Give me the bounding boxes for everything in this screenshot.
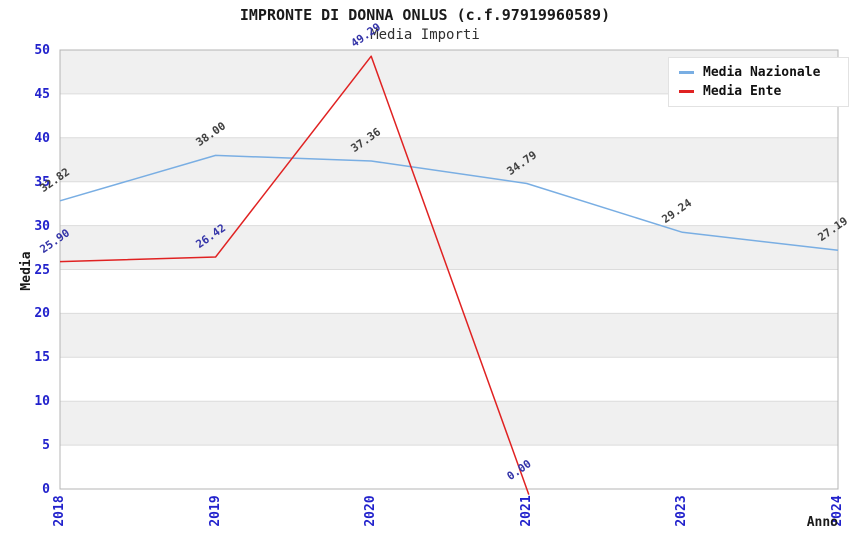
y-axis-title: Media [19, 251, 34, 291]
y-tick-label: 40 [34, 130, 50, 146]
legend-item-media-ente: Media Ente [679, 82, 844, 101]
y-tick-label: 50 [34, 43, 50, 58]
grid-band [60, 137, 838, 182]
y-tick-label: 5 [42, 438, 50, 454]
legend-label: Media Nazionale [703, 65, 821, 80]
x-tick-label: 2019 [207, 495, 223, 527]
y-tick-label: 35 [34, 174, 50, 190]
line-swatch-icon [679, 71, 694, 74]
y-tick-label: 20 [34, 306, 50, 322]
series-line-media-ente [59, 55, 530, 495]
legend-item-media-nazionale: Media Nazionale [679, 63, 844, 82]
x-tick-label: 2023 [674, 495, 690, 527]
y-tick-label: 15 [34, 350, 50, 366]
y-tick-label: 10 [34, 394, 50, 410]
grid-band [60, 225, 838, 270]
chart-subtitle: Media Importi [370, 27, 480, 43]
chart-title: IMPRONTE DI DONNA ONLUS (c.f.97919960589… [239, 6, 611, 24]
grid-band [60, 401, 838, 446]
grid-band [60, 313, 838, 358]
x-tick-label: 2018 [52, 495, 67, 527]
x-tick-label: 2020 [363, 495, 379, 527]
line-swatch-icon [679, 90, 694, 93]
legend: Media Nazionale Media Ente [668, 57, 849, 107]
y-tick-label: 25 [34, 262, 50, 278]
plot-border [59, 49, 839, 490]
y-tick-label: 0 [42, 482, 50, 497]
y-tick-label: 30 [34, 218, 50, 234]
legend-label: Media Ente [703, 84, 782, 99]
x-axis-title: Anno [806, 515, 838, 530]
series-line-media-nazionale [59, 154, 839, 252]
x-tick-label: 2021 [518, 495, 534, 527]
y-tick-label: 45 [34, 86, 50, 102]
